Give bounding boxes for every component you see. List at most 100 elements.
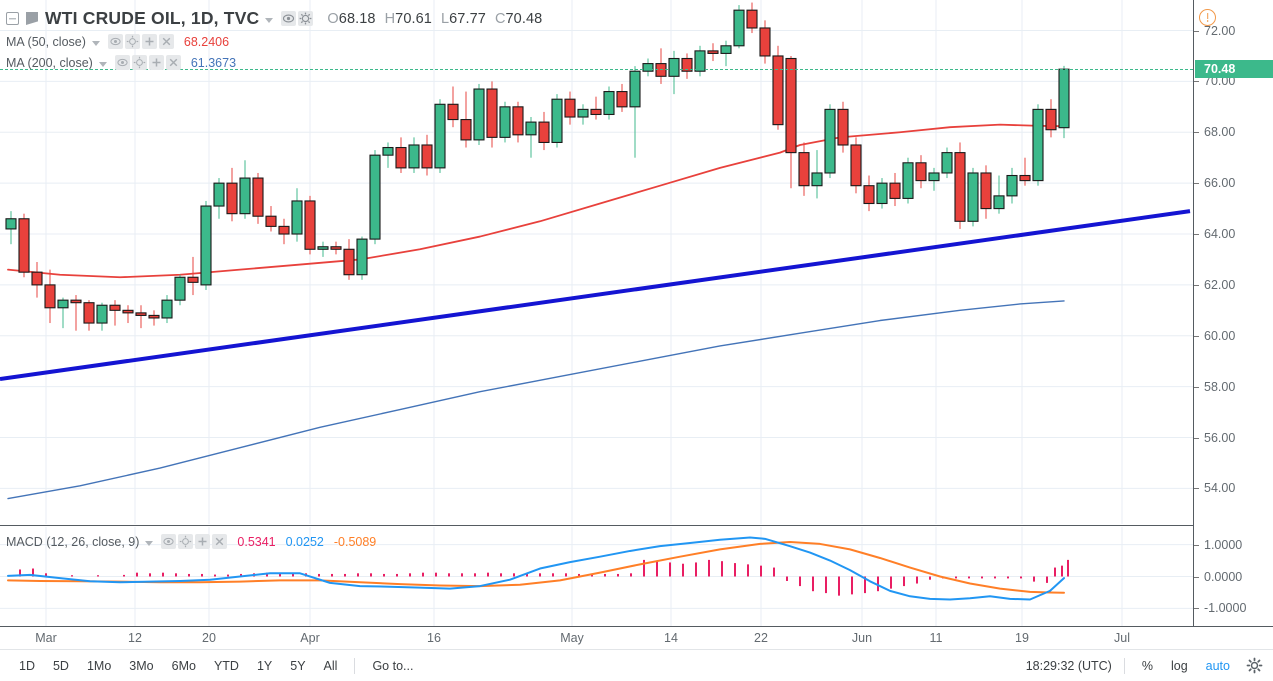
price-axis-label: 72.00	[1204, 23, 1236, 38]
price-axis-label: 62.00	[1204, 277, 1236, 292]
price-axis[interactable]: 72.00 70.00 68.00 66.00 64.00 62.00 60.00 58.00…	[1193, 0, 1273, 626]
add-icon[interactable]	[141, 34, 157, 49]
price-chart-svg	[0, 0, 1193, 524]
axis-tick	[1194, 30, 1199, 32]
pane-divider	[0, 525, 1273, 526]
high-value: 70.61	[395, 10, 432, 27]
open-key: O	[327, 10, 339, 27]
range-button-5y[interactable]: 5Y	[290, 658, 306, 673]
ma200-label[interactable]: MA (200, close)	[6, 55, 93, 70]
price-axis-label: 54.00	[1204, 481, 1236, 496]
close-icon[interactable]	[212, 534, 228, 549]
time-axis-label: Jul	[1114, 631, 1130, 645]
low-key: L	[440, 10, 450, 27]
macd-axis-label: -1.0000	[1204, 601, 1247, 616]
macd-legend-row: MACD (12, 26, close, 9) 0.5341 0.0252 -0.5…	[6, 531, 376, 552]
time-axis-label: 11	[929, 631, 943, 645]
macd-hist-value: 0.5341	[237, 534, 276, 549]
alert-circle-icon[interactable]	[1199, 9, 1216, 26]
chevron-down-icon[interactable]	[91, 40, 100, 46]
time-axis-label: 22	[754, 631, 768, 645]
gear-icon[interactable]	[1246, 657, 1263, 674]
collapse-icon[interactable]	[6, 12, 19, 25]
axis-tick	[1194, 576, 1199, 578]
gear-icon[interactable]	[131, 55, 147, 70]
indicator-legend-ma200: MA (200, close) 61.3673	[6, 52, 542, 73]
log-scale-button[interactable]: log	[1170, 658, 1188, 673]
macd-legend: MACD (12, 26, close, 9) 0.5341 0.0252 -0.5…	[0, 529, 376, 552]
time-axis-label: 16	[427, 631, 441, 645]
ohlc-values: O68.18 H70.61 L67.77 C70.48	[327, 11, 542, 27]
axis-tick	[1194, 488, 1199, 490]
time-axis-label: Jun	[851, 631, 873, 645]
symbol-icon-buttons	[281, 11, 314, 26]
ma50-label[interactable]: MA (50, close)	[6, 34, 86, 49]
open-value: 68.18	[338, 10, 376, 27]
range-button-ytd[interactable]: YTD	[213, 658, 239, 673]
add-icon[interactable]	[148, 55, 164, 70]
price-axis-label: 68.00	[1204, 125, 1236, 140]
low-value: 67.77	[449, 10, 486, 27]
axis-tick	[1194, 544, 1199, 546]
ma50-value: 68.2406	[183, 34, 230, 49]
price-chart-pane[interactable]	[0, 0, 1193, 524]
price-axis-label: 66.00	[1204, 176, 1236, 191]
percent-scale-button[interactable]: %	[1141, 658, 1153, 673]
macd-axis-label: 1.0000	[1204, 537, 1243, 552]
price-axis-label: 64.00	[1204, 227, 1236, 242]
axis-tick	[1194, 437, 1199, 439]
toolbar-divider	[354, 657, 356, 674]
gear-icon[interactable]	[298, 11, 314, 26]
price-axis-label: 56.00	[1204, 430, 1236, 445]
eye-icon[interactable]	[281, 11, 297, 26]
chevron-down-icon[interactable]	[98, 61, 107, 67]
time-axis-label: 19	[1015, 631, 1029, 645]
range-button-3mo[interactable]: 3Mo	[129, 658, 154, 673]
close-icon[interactable]	[165, 55, 181, 70]
gear-icon[interactable]	[178, 534, 194, 549]
add-icon[interactable]	[195, 534, 211, 549]
close-value: 70.48	[505, 10, 543, 27]
bottom-toolbar: 1D 5D 1Mo 3Mo 6Mo YTD 1Y 5Y All Go to... 18:29:32…	[0, 649, 1273, 681]
price-axis-label: 60.00	[1204, 328, 1236, 343]
eye-icon[interactable]	[161, 534, 177, 549]
range-button-all[interactable]: All	[323, 658, 338, 673]
symbol-legend-row: WTI CRUDE OIL, 1D, TVC O68.18 H70.61 L67.7…	[6, 6, 542, 31]
auto-scale-button[interactable]: auto	[1205, 658, 1230, 673]
macd-pane[interactable]	[0, 527, 1193, 626]
time-axis-label: Apr	[300, 631, 320, 645]
axis-tick	[1194, 335, 1199, 337]
range-button-5d[interactable]: 5D	[52, 658, 69, 673]
current-price-badge[interactable]: 70.48	[1195, 60, 1273, 79]
macd-axis-label: 0.0000	[1204, 569, 1243, 584]
range-buttons: 1D 5D 1Mo 3Mo 6Mo YTD 1Y 5Y All Go to...	[0, 655, 422, 677]
ma200-value: 61.3673	[190, 55, 237, 70]
gear-icon[interactable]	[124, 34, 140, 49]
close-icon[interactable]	[158, 34, 174, 49]
toolbar-right: 18:29:32 (UTC) % log auto	[1026, 655, 1273, 677]
macd-icon-buttons	[161, 534, 228, 549]
symbol-title[interactable]: WTI CRUDE OIL, 1D, TVC	[45, 8, 260, 28]
clock-label: 18:29:32 (UTC)	[1025, 658, 1112, 673]
time-axis-label: 20	[202, 631, 216, 645]
high-key: H	[384, 10, 396, 27]
axis-tick	[1194, 132, 1199, 134]
eye-icon[interactable]	[107, 34, 123, 49]
chevron-down-icon[interactable]	[265, 17, 274, 23]
axis-tick	[1194, 386, 1199, 388]
time-axis[interactable]: Mar 12 20 Apr 16 May 14 22 Jun 11 19 Jul	[0, 626, 1273, 648]
range-button-1mo[interactable]: 1Mo	[86, 658, 112, 673]
range-button-6mo[interactable]: 6Mo	[171, 658, 196, 673]
range-button-1d[interactable]: 1D	[19, 658, 35, 673]
toolbar-divider	[1123, 657, 1125, 674]
macd-signal-value: -0.5089	[333, 534, 377, 549]
axis-tick	[1194, 608, 1199, 610]
time-axis-label: May	[560, 631, 584, 645]
range-button-1y[interactable]: 1Y	[256, 658, 273, 673]
chevron-down-icon[interactable]	[145, 540, 154, 546]
go-to-button[interactable]: Go to...	[372, 658, 414, 673]
flag-icon	[26, 12, 38, 25]
macd-label[interactable]: MACD (12, 26, close, 9)	[6, 534, 140, 549]
eye-icon[interactable]	[114, 55, 130, 70]
